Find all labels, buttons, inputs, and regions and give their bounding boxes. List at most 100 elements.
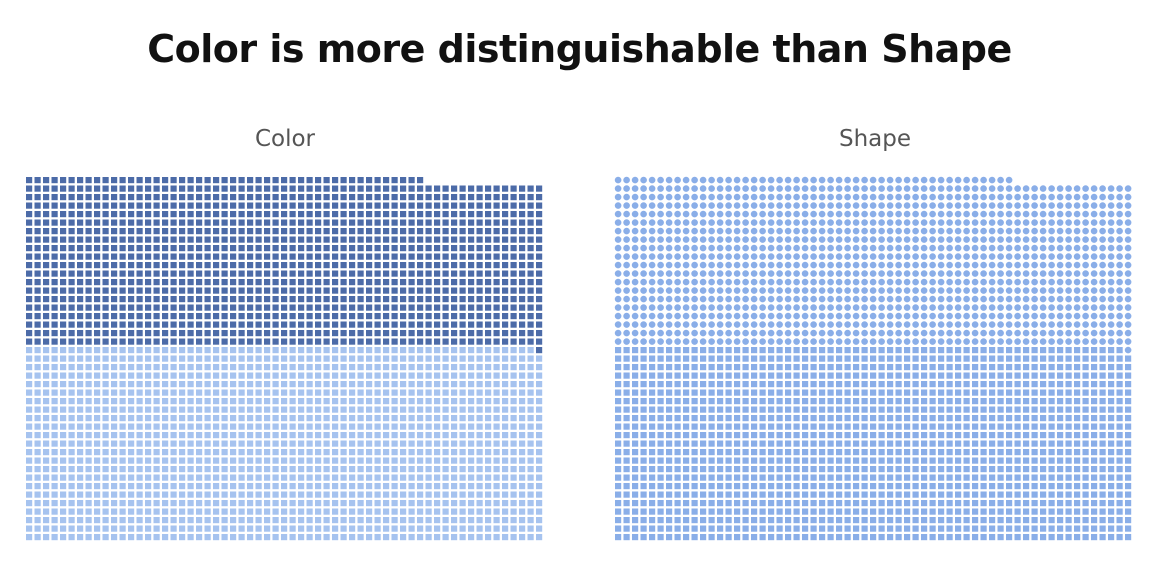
waffle-mark-series-0 bbox=[196, 406, 203, 413]
waffle-mark-series-1 bbox=[221, 194, 228, 201]
waffle-mark-series-1 bbox=[85, 338, 92, 345]
waffle-mark-series-0 bbox=[400, 398, 407, 405]
waffle-mark-series-0 bbox=[255, 474, 262, 481]
waffle-mark-series-0 bbox=[536, 440, 543, 447]
waffle-mark-series-0 bbox=[1057, 457, 1064, 464]
waffle-mark-series-0 bbox=[272, 355, 279, 362]
waffle-mark-series-0 bbox=[946, 457, 953, 464]
waffle-mark-series-1 bbox=[946, 219, 953, 226]
waffle-mark-series-1 bbox=[946, 244, 953, 252]
waffle-mark-series-1 bbox=[43, 287, 50, 294]
waffle-mark-series-0 bbox=[340, 389, 347, 396]
waffle-mark-series-0 bbox=[1125, 398, 1132, 405]
waffle-mark-series-0 bbox=[691, 364, 698, 371]
waffle-mark-series-0 bbox=[68, 466, 75, 473]
waffle-mark-series-0 bbox=[306, 432, 313, 439]
waffle-mark-series-1 bbox=[665, 329, 673, 337]
waffle-mark-series-1 bbox=[451, 287, 458, 294]
waffle-mark-series-0 bbox=[247, 508, 254, 515]
waffle-mark-series-1 bbox=[886, 261, 894, 269]
waffle-mark-series-0 bbox=[844, 466, 851, 473]
waffle-mark-series-0 bbox=[776, 457, 783, 464]
waffle-mark-series-1 bbox=[519, 304, 526, 311]
waffle-mark-series-1 bbox=[801, 270, 809, 277]
waffle-mark-series-0 bbox=[1116, 457, 1123, 464]
waffle-mark-series-0 bbox=[878, 440, 885, 447]
waffle-mark-series-0 bbox=[793, 347, 800, 354]
waffle-mark-series-1 bbox=[971, 287, 979, 294]
waffle-mark-series-1 bbox=[997, 312, 1004, 320]
waffle-mark-series-0 bbox=[468, 347, 475, 354]
waffle-mark-series-1 bbox=[963, 236, 970, 243]
waffle-mark-series-0 bbox=[272, 474, 279, 481]
waffle-mark-series-0 bbox=[238, 466, 245, 473]
waffle-mark-series-1 bbox=[476, 194, 483, 201]
waffle-mark-series-1 bbox=[1065, 270, 1072, 277]
waffle-mark-series-0 bbox=[400, 381, 407, 388]
waffle-mark-series-0 bbox=[972, 483, 979, 490]
waffle-mark-series-0 bbox=[708, 415, 715, 422]
waffle-mark-series-1 bbox=[213, 287, 220, 294]
waffle-mark-series-1 bbox=[221, 202, 228, 209]
waffle-mark-series-1 bbox=[391, 194, 398, 201]
waffle-mark-series-0 bbox=[615, 517, 622, 524]
waffle-mark-series-1 bbox=[272, 313, 279, 320]
waffle-mark-series-0 bbox=[700, 381, 707, 388]
waffle-mark-series-0 bbox=[708, 389, 715, 396]
waffle-mark-series-1 bbox=[77, 296, 84, 303]
waffle-mark-series-0 bbox=[632, 347, 639, 354]
waffle-mark-series-0 bbox=[68, 347, 75, 354]
waffle-mark-series-1 bbox=[357, 219, 364, 226]
waffle-mark-series-0 bbox=[887, 347, 894, 354]
waffle-mark-series-1 bbox=[51, 211, 58, 218]
waffle-mark-series-1 bbox=[332, 228, 339, 235]
waffle-mark-series-1 bbox=[111, 202, 118, 209]
waffle-mark-series-0 bbox=[298, 449, 305, 456]
waffle-mark-series-0 bbox=[128, 534, 135, 541]
waffle-mark-series-1 bbox=[162, 296, 169, 303]
waffle-mark-series-0 bbox=[179, 355, 186, 362]
waffle-mark-series-0 bbox=[400, 491, 407, 498]
waffle-mark-series-0 bbox=[383, 432, 390, 439]
waffle-mark-series-0 bbox=[700, 432, 707, 439]
waffle-mark-series-0 bbox=[810, 457, 817, 464]
waffle-mark-series-1 bbox=[425, 245, 432, 252]
waffle-mark-series-0 bbox=[442, 398, 449, 405]
waffle-mark-series-0 bbox=[725, 432, 732, 439]
waffle-mark-series-0 bbox=[691, 372, 698, 379]
waffle-mark-series-1 bbox=[963, 227, 970, 235]
waffle-mark-series-0 bbox=[408, 474, 415, 481]
waffle-mark-series-1 bbox=[111, 321, 118, 328]
waffle-mark-series-1 bbox=[230, 236, 237, 243]
waffle-mark-series-0 bbox=[802, 491, 809, 498]
waffle-mark-series-0 bbox=[43, 500, 50, 507]
waffle-mark-series-0 bbox=[989, 355, 996, 362]
waffle-mark-series-1 bbox=[510, 287, 517, 294]
waffle-mark-series-0 bbox=[708, 483, 715, 490]
waffle-mark-series-0 bbox=[895, 423, 902, 430]
waffle-mark-series-1 bbox=[451, 236, 458, 243]
waffle-mark-series-1 bbox=[196, 262, 203, 269]
waffle-mark-series-1 bbox=[493, 219, 500, 226]
waffle-mark-series-1 bbox=[51, 253, 58, 260]
waffle-mark-series-1 bbox=[963, 295, 970, 303]
waffle-mark-series-1 bbox=[725, 227, 732, 235]
waffle-mark-series-1 bbox=[759, 304, 766, 311]
waffle-mark-series-0 bbox=[632, 474, 639, 481]
waffle-mark-series-0 bbox=[802, 457, 809, 464]
waffle-mark-series-1 bbox=[682, 312, 690, 320]
waffle-mark-series-1 bbox=[221, 262, 228, 269]
waffle-mark-series-0 bbox=[153, 483, 160, 490]
waffle-mark-series-0 bbox=[802, 449, 809, 456]
waffle-mark-series-1 bbox=[784, 304, 792, 311]
waffle-mark-series-0 bbox=[615, 389, 622, 396]
waffle-mark-series-0 bbox=[468, 389, 475, 396]
waffle-mark-series-1 bbox=[204, 194, 211, 201]
waffle-mark-series-0 bbox=[853, 432, 860, 439]
waffle-mark-series-0 bbox=[691, 491, 698, 498]
waffle-mark-series-0 bbox=[366, 432, 373, 439]
waffle-mark-series-0 bbox=[844, 389, 851, 396]
waffle-mark-series-1 bbox=[170, 304, 177, 311]
waffle-mark-series-0 bbox=[887, 466, 894, 473]
waffle-mark-series-0 bbox=[366, 517, 373, 524]
